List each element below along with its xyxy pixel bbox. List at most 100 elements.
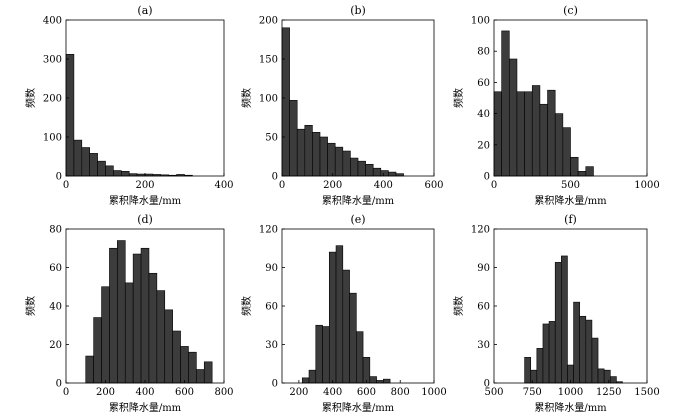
histogram-bar xyxy=(531,85,541,177)
panel-5: 0 30 60 90 120 200 400 600 800 1000 (e) 累积降水量/mm 频数 xyxy=(240,213,447,414)
histogram-bar xyxy=(342,269,350,384)
y-tick-label: 40 xyxy=(49,302,62,313)
histogram-bar xyxy=(196,369,205,384)
histogram-bar xyxy=(383,378,391,384)
y-tick-label: 0 xyxy=(484,379,490,390)
x-tick-label: 600 xyxy=(424,180,443,191)
histogram-bar xyxy=(554,113,564,177)
y-axis-label: 频数 xyxy=(452,88,465,108)
histogram-bar xyxy=(548,321,556,384)
y-axis-label: 频数 xyxy=(24,296,37,316)
y-tick-label: 30 xyxy=(265,340,278,351)
histogram-bar xyxy=(117,240,126,384)
y-tick-label: 0 xyxy=(272,172,278,183)
histogram-bar xyxy=(365,164,374,177)
y-tick-label: 90 xyxy=(265,263,278,274)
histogram-bar xyxy=(542,323,550,384)
histogram-bar xyxy=(516,91,525,177)
x-tick-label: 800 xyxy=(391,387,410,398)
histogram-bar xyxy=(315,324,323,384)
histogram-bar xyxy=(121,171,130,177)
histogram-bar xyxy=(562,127,571,177)
histogram-bar xyxy=(156,290,166,384)
histogram-bar xyxy=(585,319,593,384)
x-tick-label: 400 xyxy=(374,180,393,191)
histogram-bar xyxy=(113,170,122,177)
x-tick-label: 400 xyxy=(323,387,342,398)
y-tick-label: 80 xyxy=(477,47,490,58)
x-tick-label: 0 xyxy=(491,180,497,191)
histogram-bar xyxy=(335,245,344,384)
histogram-bar xyxy=(579,315,587,384)
histogram-bar xyxy=(524,91,533,177)
x-axis-label: 累积降水量/mm xyxy=(534,194,607,207)
histogram-bar xyxy=(597,368,605,384)
y-axis-label: 频数 xyxy=(240,88,253,108)
y-tick-label: 20 xyxy=(477,140,490,151)
histogram-bar xyxy=(109,247,118,384)
x-tick-label: 200 xyxy=(135,180,154,191)
x-tick-label: 200 xyxy=(323,180,342,191)
histogram-bar xyxy=(124,282,134,384)
histogram-bar xyxy=(334,146,344,177)
y-tick-label: 100 xyxy=(43,133,62,144)
histogram-bar xyxy=(554,262,562,384)
y-tick-label: 200 xyxy=(43,94,62,105)
y-tick-label: 100 xyxy=(259,94,278,105)
y-tick-label: 80 xyxy=(49,225,62,236)
x-tick-label: 500 xyxy=(484,387,503,398)
histogram-bar xyxy=(172,330,181,384)
y-axis-label: 频数 xyxy=(240,296,253,316)
x-axis-label: 累积降水量/mm xyxy=(322,194,395,207)
histogram-bar xyxy=(573,301,580,384)
y-tick-label: 0 xyxy=(56,172,62,183)
x-tick-label: 750 xyxy=(523,387,542,398)
histogram-bar xyxy=(603,369,611,384)
histogram-bar xyxy=(73,139,83,177)
histogram-bar xyxy=(530,369,538,384)
y-tick-label: 120 xyxy=(259,225,278,236)
histogram-bar xyxy=(301,377,310,384)
histogram-bar xyxy=(85,355,94,384)
y-tick-label: 60 xyxy=(477,78,490,89)
panel-2: 0 50 100 150 200 0 200 400 600 (b) 累积降水量/mm 频数 xyxy=(240,4,444,207)
panel-6: 0 30 60 90 120 500 750 1000 1250 1500 (f) 累积降水量/mm 频… xyxy=(452,213,660,414)
x-tick-label: 400 xyxy=(135,387,154,398)
y-tick-label: 300 xyxy=(43,55,62,66)
y-tick-label: 60 xyxy=(49,263,62,274)
histogram-bar xyxy=(356,331,364,384)
histogram-bar xyxy=(524,357,532,384)
histogram-bar xyxy=(547,89,556,177)
x-tick-label: 600 xyxy=(175,387,194,398)
histogram-bar xyxy=(327,142,336,177)
y-tick-label: 40 xyxy=(477,109,490,120)
panel-1: 0 100 200 300 400 0 200 400 (a) 累积降水量/mm 频数 xyxy=(24,4,234,207)
histogram-bar xyxy=(164,309,173,384)
histogram-bar xyxy=(372,167,382,177)
x-tick-label: 200 xyxy=(289,387,308,398)
y-tick-label: 400 xyxy=(43,16,62,27)
x-tick-label: 1000 xyxy=(634,180,659,191)
histogram-bar xyxy=(93,317,102,384)
histogram-bar xyxy=(609,376,617,384)
y-tick-label: 60 xyxy=(265,302,278,313)
y-tick-label: 90 xyxy=(477,263,490,274)
y-tick-label: 30 xyxy=(477,340,490,351)
histogram-bar xyxy=(342,150,351,177)
x-tick-label: 1000 xyxy=(558,387,583,398)
x-tick-label: 200 xyxy=(96,387,115,398)
x-tick-label: 500 xyxy=(561,180,580,191)
histogram-bar xyxy=(105,165,114,177)
panel-title: (b) xyxy=(350,4,366,17)
histogram-bar xyxy=(140,247,150,384)
y-tick-label: 0 xyxy=(484,172,490,183)
x-tick-label: 0 xyxy=(63,180,69,191)
histogram-bar xyxy=(312,132,321,177)
x-tick-label: 600 xyxy=(357,387,376,398)
histogram-bar xyxy=(349,292,357,384)
histogram-bar xyxy=(362,357,371,384)
histogram-bar xyxy=(369,376,377,384)
